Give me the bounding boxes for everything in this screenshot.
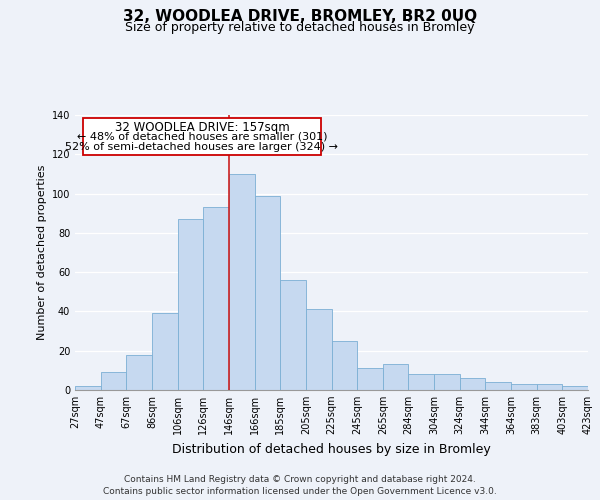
Bar xyxy=(280,280,306,390)
Bar xyxy=(383,364,409,390)
FancyBboxPatch shape xyxy=(83,118,321,156)
X-axis label: Distribution of detached houses by size in Bromley: Distribution of detached houses by size … xyxy=(172,442,491,456)
Bar xyxy=(562,386,588,390)
Text: 32, WOODLEA DRIVE, BROMLEY, BR2 0UQ: 32, WOODLEA DRIVE, BROMLEY, BR2 0UQ xyxy=(123,9,477,24)
Bar xyxy=(357,368,383,390)
Text: Contains public sector information licensed under the Open Government Licence v3: Contains public sector information licen… xyxy=(103,486,497,496)
Bar xyxy=(229,174,254,390)
Bar xyxy=(511,384,537,390)
Bar xyxy=(178,219,203,390)
Bar xyxy=(127,354,152,390)
Bar xyxy=(203,208,229,390)
Text: Contains HM Land Registry data © Crown copyright and database right 2024.: Contains HM Land Registry data © Crown c… xyxy=(124,474,476,484)
Bar xyxy=(460,378,485,390)
Bar xyxy=(537,384,562,390)
Text: 32 WOODLEA DRIVE: 157sqm: 32 WOODLEA DRIVE: 157sqm xyxy=(115,121,289,134)
Bar xyxy=(409,374,434,390)
Bar xyxy=(152,314,178,390)
Text: ← 48% of detached houses are smaller (301): ← 48% of detached houses are smaller (30… xyxy=(77,132,327,141)
Bar xyxy=(101,372,127,390)
Y-axis label: Number of detached properties: Number of detached properties xyxy=(37,165,47,340)
Text: 52% of semi-detached houses are larger (324) →: 52% of semi-detached houses are larger (… xyxy=(65,142,338,152)
Bar xyxy=(75,386,101,390)
Bar xyxy=(331,341,357,390)
Bar xyxy=(306,310,331,390)
Text: Size of property relative to detached houses in Bromley: Size of property relative to detached ho… xyxy=(125,21,475,34)
Bar xyxy=(485,382,511,390)
Bar xyxy=(254,196,280,390)
Bar xyxy=(434,374,460,390)
